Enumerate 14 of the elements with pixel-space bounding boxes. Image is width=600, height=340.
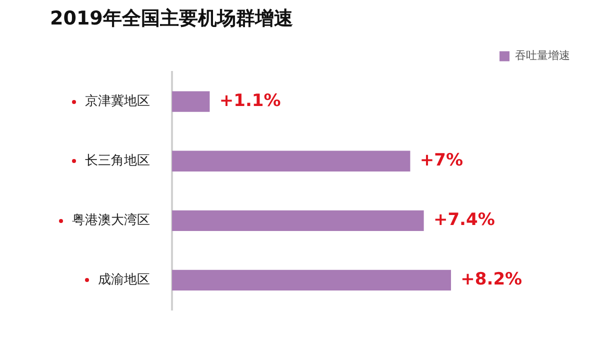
data-label: +7.4%	[433, 210, 495, 230]
legend-label: 吞吐量增速	[515, 49, 570, 62]
y-tick-label: 成渝地区	[98, 272, 150, 288]
bar	[172, 270, 451, 291]
data-label: +1.1%	[219, 90, 281, 111]
bar	[172, 210, 424, 232]
bar	[172, 150, 410, 172]
bar	[172, 91, 210, 112]
y-tick-label: 长三角地区	[85, 154, 150, 168]
data-label: +7%	[420, 150, 463, 171]
data-label: +8.2%	[460, 270, 522, 290]
y-tick-label: 京津冀地区	[85, 94, 150, 109]
chart-title: 2019年全国主要机场群增速	[50, 7, 293, 30]
y-tick-label: 粤港澳大湾区	[72, 212, 150, 228]
